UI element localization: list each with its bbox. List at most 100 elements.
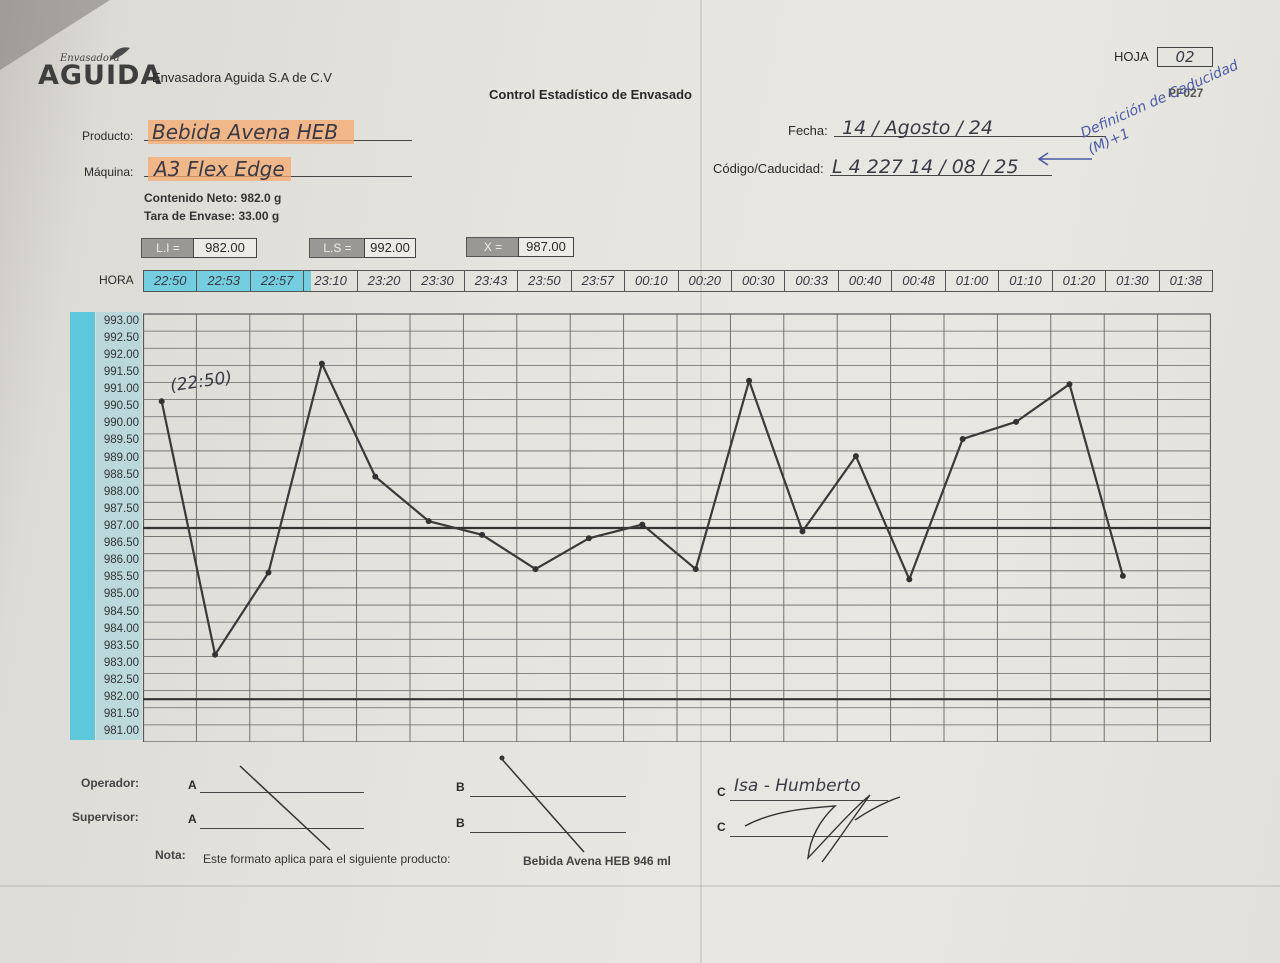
hora-cell: 23:30 — [411, 271, 465, 291]
supervisor-c-label: C — [717, 820, 726, 834]
company-name: Envasadora Aguida S.A de C.V — [152, 70, 332, 85]
weight-point — [265, 569, 272, 576]
operador-b-line — [470, 796, 626, 797]
contenido-neto: Contenido Neto: 982.0 g — [144, 191, 282, 205]
fold-crease-vertical — [700, 0, 702, 963]
y-axis-highlight — [70, 312, 95, 740]
y-tick-label: 992.50 — [103, 331, 139, 344]
weight-point — [1066, 381, 1073, 388]
y-tick-label: 981.00 — [103, 725, 139, 738]
weight-point — [425, 518, 432, 525]
hora-cell: 00:33 — [785, 271, 839, 291]
producto-label: Producto: — [82, 129, 134, 143]
y-tick-label: 982.00 — [103, 691, 139, 704]
weight-point — [158, 398, 165, 405]
hora-cell: 22:50 — [144, 271, 198, 291]
operador-label: Operador: — [81, 776, 140, 790]
weight-point — [1013, 418, 1020, 425]
logo-wordmark: AGUIDA — [38, 60, 163, 91]
nota-text: Este formato aplica para el siguiente pr… — [203, 852, 451, 866]
y-tick-label: 991.00 — [103, 383, 139, 396]
strike-a — [239, 765, 331, 851]
y-tick-label: 987.00 — [103, 520, 139, 532]
supervisor-a-label: A — [188, 812, 197, 826]
hora-cell: 01:30 — [1106, 271, 1160, 291]
fecha-label: Fecha: — [788, 123, 828, 138]
fecha-underline — [834, 136, 1106, 137]
strike-b — [499, 756, 585, 853]
weight-point — [585, 535, 592, 542]
hora-cell: 23:20 — [358, 271, 412, 291]
ls-label: L.S = — [309, 238, 366, 258]
y-tick-label: 989.00 — [103, 451, 139, 464]
weight-point — [318, 360, 325, 367]
hora-label: HORA — [99, 273, 134, 287]
maquina-value: A3 Flex Edge — [148, 157, 291, 181]
hora-cell: 00:20 — [679, 271, 732, 291]
ls-value: 992.00 — [364, 238, 416, 258]
codigo-label: Código/Caducidad: — [713, 161, 824, 176]
maquina-label: Máquina: — [84, 165, 134, 179]
y-tick-label: 984.00 — [103, 622, 139, 635]
y-tick-label: 987.50 — [103, 502, 139, 515]
y-tick-label: 988.00 — [103, 485, 139, 498]
control-chart — [143, 313, 1211, 742]
weight-point — [959, 435, 966, 442]
weight-point — [799, 528, 806, 535]
hora-cell: 23:43 — [465, 271, 519, 291]
producto-value: Bebida Avena HEB — [148, 120, 355, 144]
supervisor-b-line — [470, 832, 626, 833]
operador-c-label: C — [717, 785, 726, 799]
hora-cell: 22:53 — [197, 271, 251, 291]
hora-cell: 00:10 — [625, 271, 679, 291]
hora-cell: 22:57 — [251, 271, 305, 291]
y-tick-label: 983.50 — [103, 639, 139, 652]
fecha-value: 14 / Agosto / 24 — [842, 117, 993, 139]
codigo-underline — [830, 175, 1052, 176]
hoja-label: HOJA — [1114, 49, 1149, 64]
fold-crease-horizontal — [0, 885, 1280, 887]
weight-point — [532, 566, 539, 573]
arrow-left-icon — [1036, 151, 1094, 172]
y-tick-label: 991.50 — [103, 365, 139, 378]
hora-cell: 01:20 — [1053, 271, 1107, 291]
hoja-value: 02 — [1157, 47, 1213, 67]
hora-cell: 01:10 — [999, 271, 1053, 291]
y-tick-label: 992.00 — [103, 348, 139, 361]
form-code: PF027 — [1168, 86, 1204, 100]
supervisor-label: Supervisor: — [72, 810, 139, 824]
leaf-icon — [108, 46, 132, 67]
folded-corner — [0, 0, 110, 70]
li-value: 982.00 — [193, 238, 257, 258]
hora-highlight — [143, 270, 311, 292]
weight-point — [479, 531, 486, 538]
operador-a-line — [200, 792, 364, 793]
hora-cell: 23:50 — [518, 271, 572, 291]
weight-point — [372, 473, 379, 480]
logo-script: Envasadora — [60, 53, 120, 64]
weight-point — [692, 566, 699, 573]
tara-envase: Tara de Envase: 33.00 g — [144, 209, 280, 223]
y-tick-label: 990.50 — [103, 400, 139, 413]
operador-a-label: A — [188, 778, 197, 792]
codigo-value: L 4 227 14 / 08 / 25 — [832, 156, 1019, 178]
operador-c-name: Isa - Humberto — [734, 776, 861, 796]
strike-b-dot — [499, 755, 505, 761]
weight-point — [906, 576, 913, 583]
weight-point — [852, 453, 859, 460]
y-tick-label: 981.50 — [103, 708, 139, 721]
supervisor-a-line — [200, 828, 364, 829]
y-tick-label: 989.50 — [103, 434, 139, 447]
li-label: L.I = — [141, 238, 195, 258]
y-axis-highlight-light — [96, 312, 142, 740]
weight-point — [212, 651, 219, 658]
weight-point — [1119, 572, 1126, 579]
hora-cell: 00:30 — [732, 271, 786, 291]
y-tick-label: 993.00 — [103, 314, 139, 327]
hora-cell: 01:00 — [946, 271, 1000, 291]
y-tick-label: 986.50 — [103, 537, 139, 550]
weight-point — [639, 521, 646, 528]
supervisor-signature — [744, 794, 901, 863]
y-tick-label: 990.00 — [103, 417, 139, 430]
